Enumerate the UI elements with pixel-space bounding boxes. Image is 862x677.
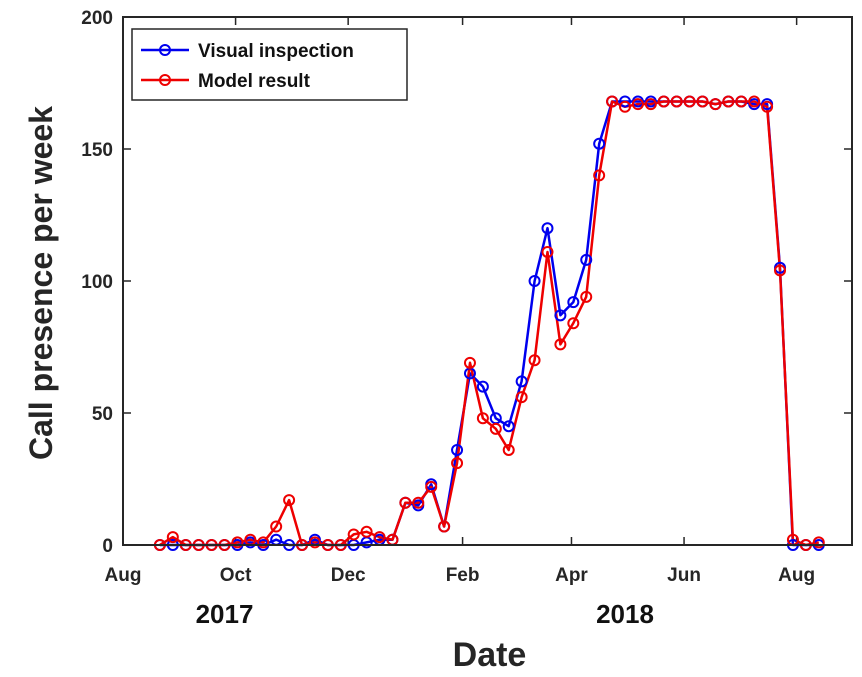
x-tick-label: Dec <box>331 565 366 586</box>
data-point-1 <box>774 264 787 277</box>
data-point-1 <box>735 95 748 108</box>
y-tick-label: 0 <box>102 536 113 557</box>
data-point-1 <box>657 95 670 108</box>
data-point-0 <box>567 296 580 309</box>
data-point-1 <box>812 536 825 549</box>
data-point-1 <box>580 290 593 303</box>
data-point-1 <box>683 95 696 108</box>
data-point-1 <box>631 98 644 111</box>
data-point-1 <box>502 443 515 456</box>
ticks-layer: 0 50 100 150 200 Aug Oct Dec Feb Apr Jun Aug 2017 201… <box>81 8 852 629</box>
legend-label: Visual inspection <box>198 41 354 62</box>
markers-layer <box>153 95 825 551</box>
data-point-1 <box>761 100 774 113</box>
data-point-1 <box>399 496 412 509</box>
y-axis-label: Call presence per week <box>23 106 59 460</box>
data-point-1 <box>618 100 631 113</box>
legend-box <box>131 28 408 101</box>
data-point-0 <box>476 380 489 393</box>
data-point-1 <box>347 528 360 541</box>
data-point-1 <box>593 169 606 182</box>
data-point-1 <box>528 354 541 367</box>
data-point-1 <box>554 338 567 351</box>
data-point-1 <box>373 531 386 544</box>
series-line-1 <box>159 100 820 547</box>
y-tick-label: 200 <box>81 8 113 29</box>
data-point-1 <box>644 98 657 111</box>
data-point-1 <box>308 536 321 549</box>
data-point-1 <box>476 412 489 425</box>
data-point-0 <box>515 375 528 388</box>
y-tick-label: 50 <box>92 404 113 425</box>
year-label: 2018 <box>596 599 654 629</box>
data-point-1 <box>438 520 451 533</box>
data-point-1 <box>257 536 270 549</box>
x-tick-label: Jun <box>667 565 701 586</box>
data-point-0 <box>554 309 567 322</box>
data-point-0 <box>502 420 515 433</box>
plot-frame <box>122 16 853 546</box>
legend-swatch-marker <box>159 44 171 56</box>
data-point-1 <box>360 525 373 538</box>
legend-label: Model result <box>198 71 311 92</box>
data-point-0 <box>580 253 593 266</box>
data-point-1 <box>463 356 476 369</box>
x-tick-label: Oct <box>220 565 252 586</box>
data-point-0 <box>451 443 464 456</box>
legend: Visual inspection Model result <box>131 28 408 101</box>
legend-swatch-marker <box>159 74 171 86</box>
data-point-1 <box>696 95 709 108</box>
data-point-1 <box>748 95 761 108</box>
data-point-1 <box>412 496 425 509</box>
data-point-1 <box>489 422 502 435</box>
data-point-0 <box>593 137 606 150</box>
data-point-1 <box>166 531 179 544</box>
x-tick-label: Aug <box>778 565 815 586</box>
series-line-0 <box>159 100 819 547</box>
legend-items: Visual inspection Model result <box>141 41 354 92</box>
x-tick-label: Apr <box>555 565 588 586</box>
x-axis-label: Date <box>453 636 527 674</box>
data-point-1 <box>515 391 528 404</box>
x-tick-label: Feb <box>446 565 480 586</box>
data-point-1 <box>270 520 283 533</box>
data-point-1 <box>722 95 735 108</box>
data-point-1 <box>231 536 244 549</box>
y-tick-label: 100 <box>81 272 113 293</box>
x-tick-label: Aug <box>105 565 142 586</box>
data-point-1 <box>567 317 580 330</box>
data-point-1 <box>283 494 296 507</box>
data-point-1 <box>709 98 722 111</box>
data-point-0 <box>541 222 554 235</box>
data-point-1 <box>670 95 683 108</box>
year-label: 2017 <box>196 599 254 629</box>
data-point-1 <box>606 95 619 108</box>
data-point-1 <box>541 245 554 258</box>
data-point-0 <box>528 275 541 287</box>
y-tick-label: 150 <box>81 140 113 161</box>
lines-layer <box>159 100 820 547</box>
data-point-1 <box>425 480 438 493</box>
data-point-0 <box>618 95 631 108</box>
data-point-1 <box>451 457 464 470</box>
